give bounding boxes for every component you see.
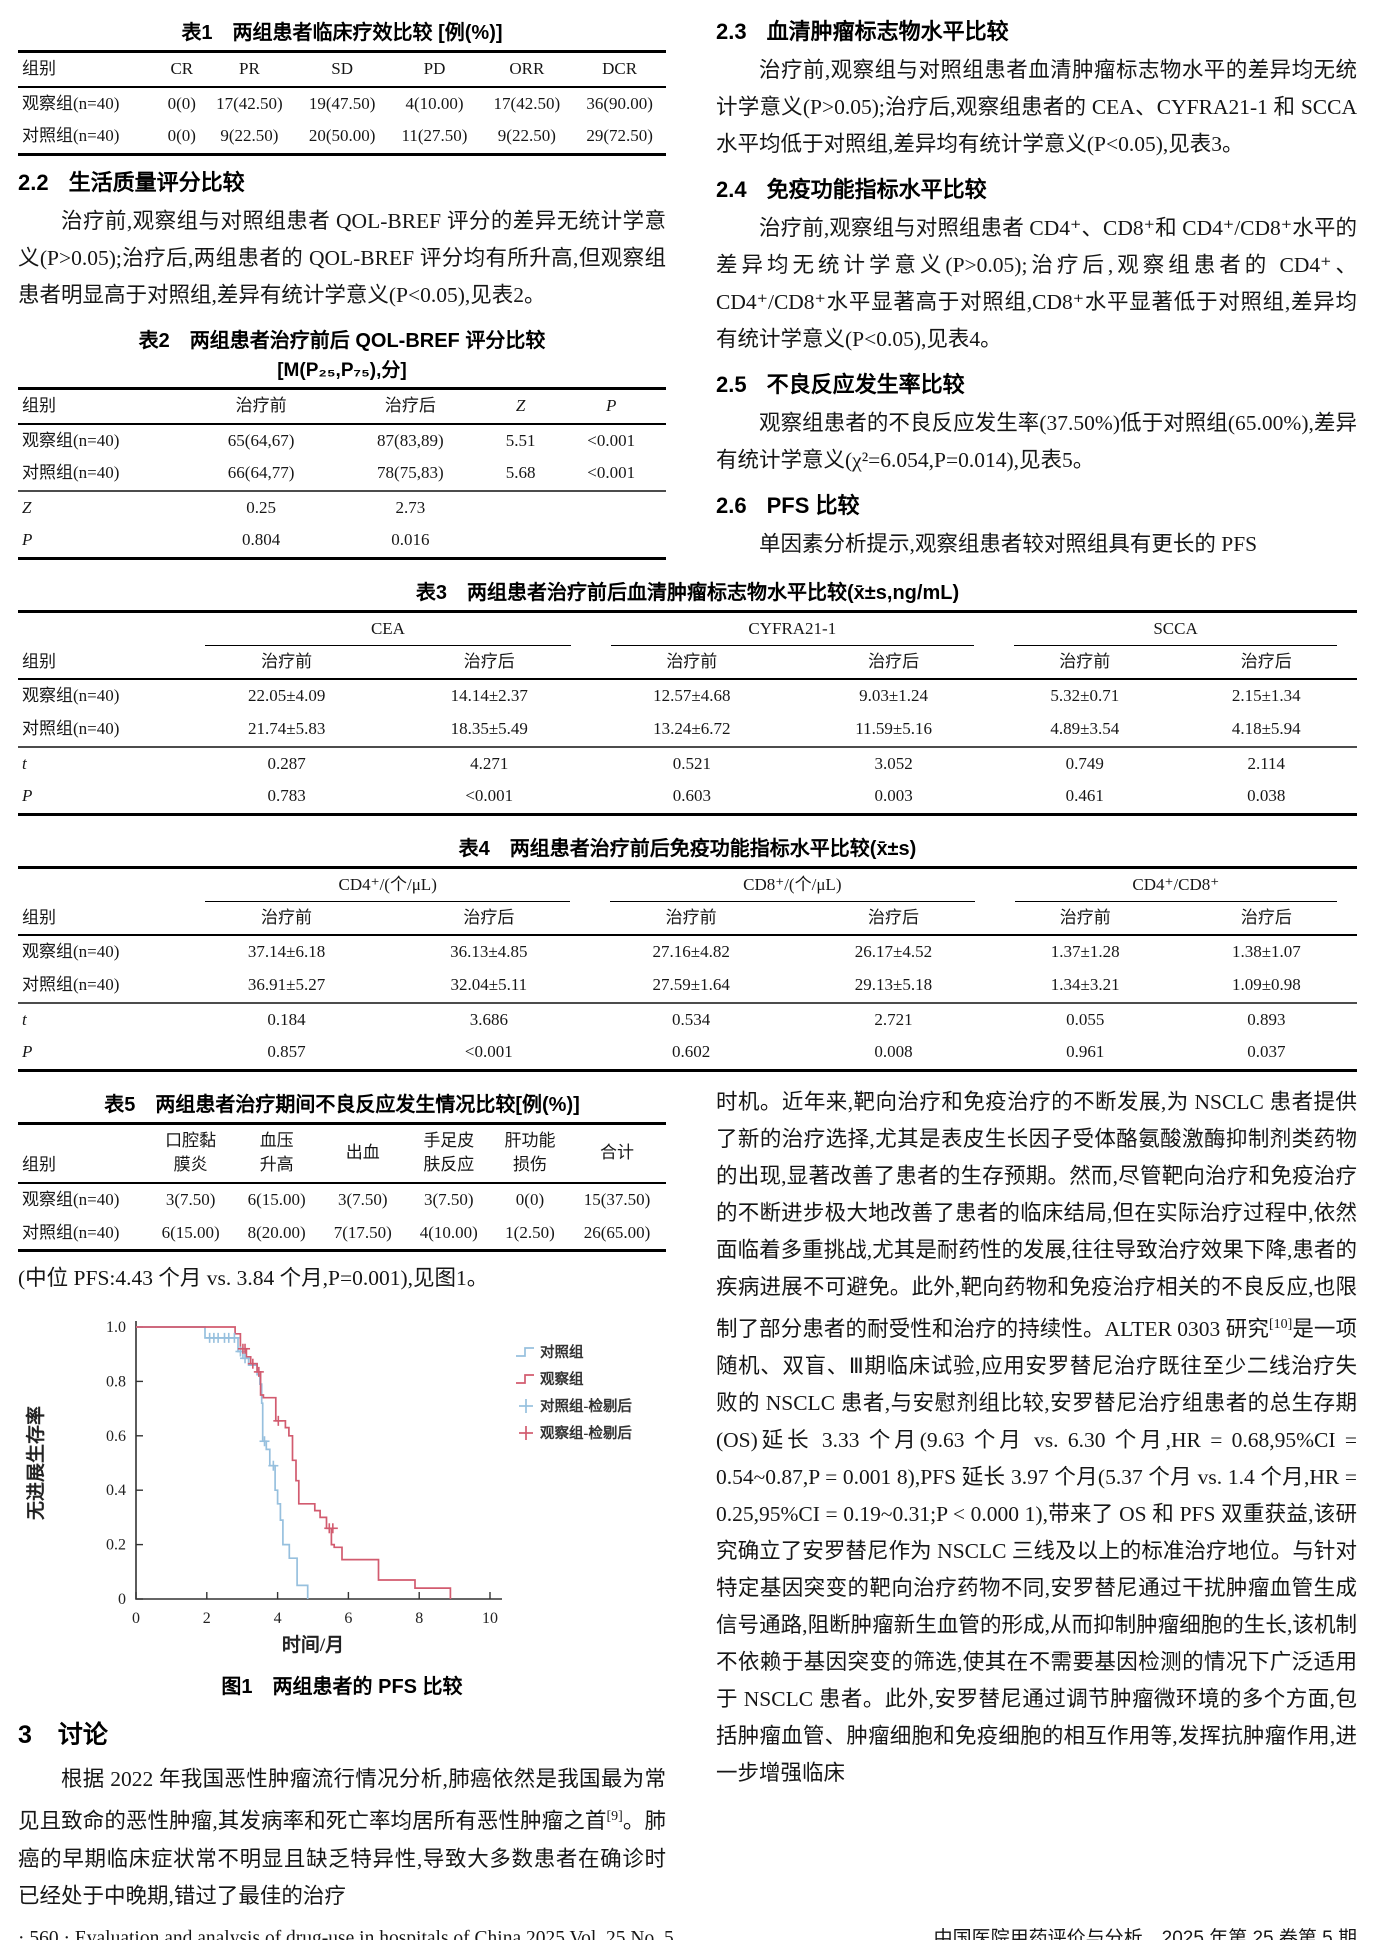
svg-text:观察组-检剔后: 观察组-检剔后 [540, 1424, 632, 1442]
table-row: 观察组(n=40) 3(7.50) 6(15.00) 3(7.50) 3(7.50) 0(… [22, 1190, 651, 1210]
top-right-column: 2.3 血清肿瘤标志物水平比较 治疗前,观察组与对照组患者血清肿瘤标志物水平的差异… [716, 12, 1357, 564]
discussion-continued-paragraph: 时机。近年来,靶向治疗和免疫治疗的不断发展,为 NSCLC 患者提供了新的治疗选… [716, 1089, 1357, 1785]
top-columns: 表1 两组患者临床疗效比较 [例(%)] 组别 CR PR SD PD ORR DCR 观察组… [18, 12, 1357, 564]
section-2-4-paragraph: 治疗前,观察组与对照组患者 CD4⁺、CD8⁺和 CD4⁺/CD8⁺水平的差异均… [716, 216, 1357, 351]
table3-block: 表3 两组患者治疗前后血清肿瘤标志物水平比较(x̄±s,ng/mL) 组别 CEA… [18, 572, 1357, 820]
section-2-3-paragraph: 治疗前,观察组与对照组患者血清肿瘤标志物水平的差异均无统计学意义(P>0.05)… [716, 58, 1357, 156]
table-row: 观察组(n=40) 0(0) 17(42.50) 19(47.50) 4(10.00) 1… [22, 93, 653, 113]
svg-text:0.8: 0.8 [106, 1374, 126, 1391]
section-3-heading: 3 讨论 [18, 1721, 108, 1750]
svg-text:6: 6 [344, 1610, 352, 1627]
table-row: P 0.783 <0.001 0.603 0.003 0.461 0.038 [22, 786, 1286, 806]
t3-table: 组别 CEA CYFRA21-1 SCCA 治疗前 治疗后 治疗前 治疗后 治疗前 治疗后 观察组(… [18, 610, 1357, 816]
section-2-4-heading: 2.4 免疫功能指标水平比较 [716, 177, 987, 202]
reference-10: [10] [1268, 1316, 1293, 1332]
table1: 组别 CR PR SD PD ORR DCR 观察组(n=40) 0(0) 17(42.50) 19… [18, 50, 666, 156]
footer-left: · 560 · Evaluation and analysis of drug-… [18, 1927, 674, 1940]
svg-text:对照组: 对照组 [540, 1343, 584, 1361]
table-row: 观察组(n=40) 65(64,67) 87(83,89) 5.51 <0.001 [22, 430, 636, 450]
table3-title: 表3 两组患者治疗前后血清肿瘤标志物水平比较(x̄±s,ng/mL) [415, 582, 960, 605]
table-row: 观察组(n=40) 37.14±6.18 36.13±4.85 27.16±4.82 2… [22, 942, 1301, 962]
table-row: 对照组(n=40) 66(64,77) 78(75,83) 5.68 <0.001 [22, 463, 636, 483]
table4-block: 表4 两组患者治疗前后免疫功能指标水平比较(x̄±s) 组别 CD4⁺/(个/μL… [18, 828, 1357, 1076]
svg-text:0.4: 0.4 [106, 1483, 126, 1500]
pfs-result-line: (中位 PFS:4.43 个月 vs. 3.84 个月,P=0.001),见图1… [18, 1266, 489, 1291]
table-row: 对照组(n=40) 21.74±5.83 18.35±5.49 13.24±6.72 1… [22, 719, 1301, 739]
footer-right: 中国医院用药评价与分析 2025 年第 25 卷第 5 期 [933, 1927, 1357, 1940]
table-row: 对照组(n=40) 0(0) 9(22.50) 20(50.00) 11(27.50) 9… [22, 126, 653, 146]
section-2-2-paragraph: 治疗前,观察组与对照组患者 QOL-BREF 评分的差异无统计学意义(P>0.0… [18, 208, 666, 307]
svg-text:观察组: 观察组 [540, 1370, 584, 1388]
bottom-left-column: 表5 两组患者治疗期间不良反应发生情况比较[例(%)] 组别 口腔黏 膜炎 血压 升… [18, 1084, 666, 1915]
table-row: t 0.287 4.271 0.521 3.052 0.749 2.114 [18, 745, 1357, 781]
table5-title: 表5 两组患者治疗期间不良反应发生情况比较[例(%)] [104, 1093, 580, 1116]
table5: 组别 口腔黏 膜炎 血压 升高 出血 手足皮 肤反应 肝功能 损伤 合计 观察组(n=40) 3… [18, 1121, 666, 1253]
page-footer: · 560 · Evaluation and analysis of drug-… [18, 1915, 1357, 1940]
t4-table: 组别 CD4⁺/(个/μL) CD8⁺/(个/μL) CD4⁺/CD8⁺ 治疗前 治疗后治… [18, 865, 1357, 1072]
table-row: P 0.857 <0.001 0.602 0.008 0.961 0.037 [22, 1042, 1286, 1062]
figure-1: 0 2 4 6 8 10 0 0.2 0.4 0.6 0.8 1.0 时间/月 无进展生存率 对照组观察组对… [18, 1307, 666, 1699]
table3: 组别 CEA CYFRA21-1 SCCA 治疗前 治疗后 治疗前 治疗后 治疗前 治疗后 观察组(… [18, 610, 1357, 816]
svg-text:0: 0 [118, 1591, 126, 1608]
svg-text:8: 8 [415, 1610, 423, 1627]
pfs-km-chart: 0 2 4 6 8 10 0 0.2 0.4 0.6 0.8 1.0 时间/月 无进展生存率 对照组观察组对… [24, 1319, 632, 1656]
table4-title: 表4 两组患者治疗前后免疫功能指标水平比较(x̄±s) [458, 837, 917, 860]
t2-table: 组别 治疗前 治疗后 Z P 观察组(n=40) 65(64,67) 87(83,89) 5.5… [18, 386, 666, 561]
svg-text:无进展生存率: 无进展生存率 [24, 1406, 47, 1520]
svg-text:时间/月: 时间/月 [282, 1634, 344, 1656]
section-2-3-heading: 2.3 血清肿瘤标志物水平比较 [716, 19, 1009, 44]
section-2-2-heading: 2.2 生活质量评分比较 [18, 169, 245, 195]
bottom-right-column: 时机。近年来,靶向治疗和免疫治疗的不断发展,为 NSCLC 患者提供了新的治疗选… [716, 1084, 1357, 1915]
svg-text:1.0: 1.0 [106, 1319, 126, 1336]
section-2-5-heading: 2.5 不良反应发生率比较 [716, 372, 965, 397]
svg-text:4: 4 [274, 1610, 282, 1627]
svg-text:2: 2 [203, 1610, 211, 1627]
top-left-column: 表1 两组患者临床疗效比较 [例(%)] 组别 CR PR SD PD ORR DCR 观察组… [18, 12, 666, 564]
svg-text:0: 0 [132, 1610, 140, 1627]
t1-table: 组别 CR PR SD PD ORR DCR 观察组(n=40) 0(0) 17(42.50) 19… [18, 50, 666, 156]
table-row: 观察组(n=40) 22.05±4.09 14.14±2.37 12.57±4.68 9… [22, 686, 1301, 706]
table2: 组别 治疗前 治疗后 Z P 观察组(n=40) 65(64,67) 87(83,89) 5.5… [18, 386, 666, 561]
svg-text:对照组-检剔后: 对照组-检剔后 [540, 1397, 632, 1415]
table4: 组别 CD4⁺/(个/μL) CD8⁺/(个/μL) CD4⁺/CD8⁺ 治疗前 治疗后治… [18, 865, 1357, 1072]
table-row: t 0.184 3.686 0.534 2.721 0.055 0.893 [18, 1001, 1357, 1037]
reference-9: [9] [606, 1809, 623, 1825]
table-row: 对照组(n=40) 6(15.00) 8(20.00) 7(17.50) 4(10.00… [22, 1222, 651, 1242]
table1-title: 表1 两组患者临床疗效比较 [例(%)] [181, 22, 503, 44]
figure-1-caption: 图1 两组患者的 PFS 比较 [221, 1676, 463, 1699]
table2-title: 表2 两组患者治疗前后 QOL-BREF 评分比较 [M(P₂₅,P₇₅),分] [138, 329, 546, 381]
section-2-6-paragraph: 单因素分析提示,观察组患者较对照组具有更长的 PFS [759, 532, 1258, 556]
bottom-columns: 表5 两组患者治疗期间不良反应发生情况比较[例(%)] 组别 口腔黏 膜炎 血压 升… [18, 1084, 1357, 1915]
section-3-paragraph: 根据 2022 年我国恶性肿瘤流行情况分析,肺癌依然是我国最为常见且致命的恶性肿… [18, 1767, 666, 1908]
table-row: P 0.804 0.016 [22, 530, 430, 550]
table-row: 对照组(n=40) 36.91±5.27 32.04±5.11 27.59±1.64 2… [22, 974, 1301, 994]
table-row: Z 0.25 2.73 [18, 489, 666, 525]
section-2-5-paragraph: 观察组患者的不良反应发生率(37.50%)低于对照组(65.00%),差异有统计… [716, 411, 1357, 472]
svg-text:0.6: 0.6 [106, 1428, 126, 1445]
svg-text:10: 10 [482, 1610, 498, 1627]
t5-table: 组别 口腔黏 膜炎 血压 升高 出血 手足皮 肤反应 肝功能 损伤 合计 观察组(n=40) 3… [18, 1121, 666, 1253]
svg-text:0.2: 0.2 [106, 1537, 126, 1554]
section-2-6-heading: 2.6 PFS 比较 [716, 493, 860, 518]
